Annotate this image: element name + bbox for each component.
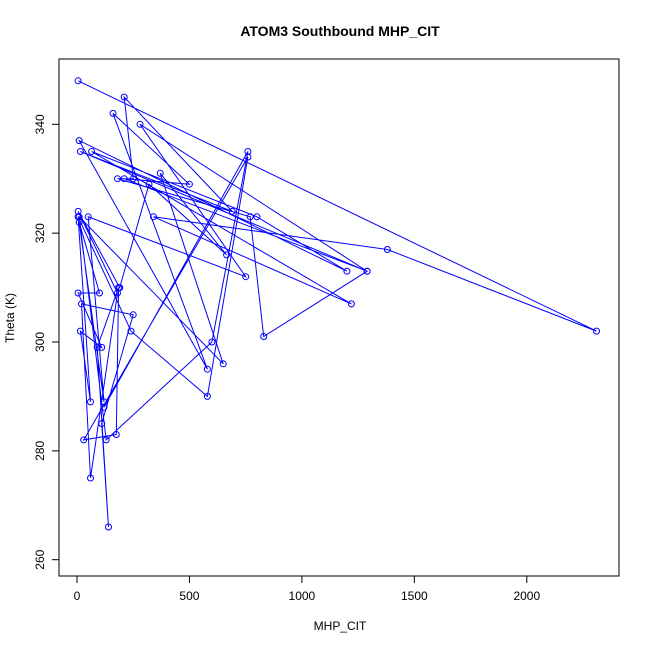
plot-frame [59,59,619,576]
series-points [75,78,599,530]
x-tick-label: 1000 [289,589,316,603]
y-tick-label: 320 [33,223,47,243]
x-axis: 0 500 1000 1500 2000 [74,576,541,603]
y-tick-label: 340 [33,114,47,134]
y-axis: 260 280 300 320 340 [33,114,59,570]
y-tick-label: 280 [33,440,47,460]
y-tick-label: 300 [33,332,47,352]
series-lines [78,81,596,527]
x-axis-label: MHP_CIT [314,619,367,633]
y-tick-label: 260 [33,549,47,569]
x-tick-label: 1500 [401,589,428,603]
chart-title: ATOM3 Southbound MHP_CIT [240,23,440,39]
x-tick-label: 2000 [513,589,540,603]
series-line [78,81,596,527]
x-tick-label: 0 [74,589,81,603]
y-axis-label: Theta (K) [3,293,17,343]
x-tick-label: 500 [179,589,199,603]
